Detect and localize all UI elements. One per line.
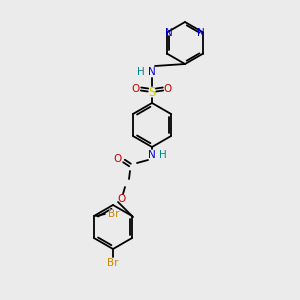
Text: O: O <box>132 84 140 94</box>
Text: N: N <box>165 28 173 38</box>
Text: N: N <box>148 150 156 160</box>
Text: O: O <box>117 194 125 204</box>
Text: O: O <box>114 154 122 164</box>
Text: H: H <box>137 67 145 77</box>
Text: S: S <box>148 85 156 98</box>
Text: Br: Br <box>108 209 120 219</box>
Text: N: N <box>148 67 156 77</box>
Text: Br: Br <box>107 258 119 268</box>
Text: N: N <box>197 28 205 38</box>
Text: H: H <box>159 150 167 160</box>
Text: O: O <box>164 84 172 94</box>
